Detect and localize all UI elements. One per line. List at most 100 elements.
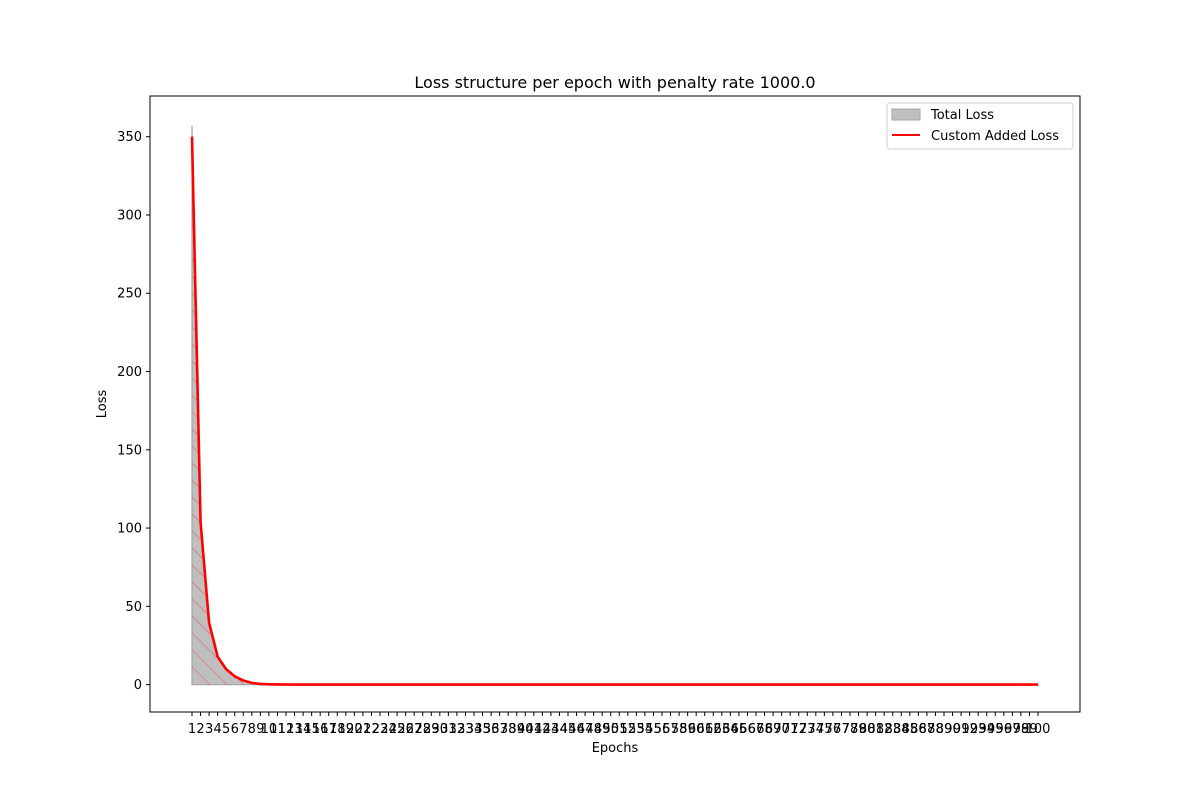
y-tick-label: 350 [117,130,142,145]
x-tick-label: 50 [602,722,619,737]
x-tick-label: 12 [278,722,295,737]
x-tick-label: 82 [876,722,893,737]
x-tick-label: 87 [919,722,936,737]
x-tick-label: 25 [389,722,406,737]
x-tick-label: 58 [671,722,688,737]
x-tick-label: 23 [372,722,389,737]
x-tick-label: 29 [423,722,440,737]
x-tick-label: 53 [628,722,645,737]
total-loss-hatch [192,125,1038,685]
x-tick-label: 83 [884,722,901,737]
x-tick-label: 97 [1004,722,1021,737]
x-tick-label: 94 [978,722,995,737]
x-tick-label: 41 [526,722,543,737]
x-tick-label: 20 [346,722,363,737]
x-tick-label: 54 [637,722,654,737]
legend: Total Loss Custom Added Loss [886,102,1074,150]
x-tick-label: 49 [594,722,611,737]
x-tick-label: 77 [833,722,850,737]
x-tick-label: 47 [577,722,594,737]
legend-box [886,102,1074,150]
x-tick-label: 31 [440,722,457,737]
x-tick-label: 1 [188,722,196,737]
x-tick-label: 84 [893,722,910,737]
x-tick-label: 9 [256,722,264,737]
x-tick-label: 57 [662,722,679,737]
chart-title: Loss structure per epoch with penalty ra… [414,73,815,92]
x-tick-label: 5 [222,722,230,737]
x-tick-label: 88 [927,722,944,737]
x-tick-label: 55 [645,722,662,737]
x-tick-label: 26 [397,722,414,737]
x-tick-label: 59 [679,722,696,737]
x-tick-label: 43 [543,722,560,737]
x-tick-label: 11 [269,722,286,737]
legend-label-total-loss: Total Loss [930,108,994,123]
x-tick-label: 92 [961,722,978,737]
x-axis-label: Epochs [592,741,639,756]
total-loss-area [191,125,1039,686]
x-tick-label: 73 [799,722,816,737]
x-tick-label: 64 [722,722,739,737]
y-tick-label: 50 [125,600,142,615]
x-tick-label: 91 [953,722,970,737]
x-tick-label: 81 [867,722,884,737]
x-tick-label: 8 [248,722,256,737]
x-tick-label: 95 [987,722,1004,737]
y-axis-label: Loss [95,390,110,419]
x-tick-label: 34 [466,722,483,737]
x-tick-label: 69 [765,722,782,737]
x-tick-label: 33 [457,722,474,737]
x-tick-label: 48 [585,722,602,737]
x-tick-label: 37 [491,722,508,737]
legend-swatch-total-loss [891,108,921,121]
x-tick-label: 63 [714,722,731,737]
x-tick-label: 85 [902,722,919,737]
y-tick-label: 150 [117,443,142,458]
x-axis: 1 2 3 4 5 6 7 8 91011121314151617181920212223242… [188,712,1050,737]
x-tick-label: 32 [449,722,466,737]
x-tick-label: 70 [773,722,790,737]
x-tick-label: 78 [842,722,859,737]
x-tick-label: 35 [474,722,491,737]
x-tick-label: 28 [414,722,431,737]
x-tick-label: 42 [534,722,551,737]
y-tick-label: 250 [117,287,142,302]
x-tick-label: 65 [731,722,748,737]
x-tick-label: 13 [286,722,303,737]
x-tick-label: 30 [432,722,449,737]
x-tick-label: 75 [816,722,833,737]
x-tick-label: 19 [338,722,355,737]
x-tick-label: 27 [406,722,423,737]
x-tick-label: 79 [850,722,867,737]
x-tick-label: 67 [748,722,765,737]
x-tick-label: 21 [355,722,372,737]
y-tick-label: 0 [134,678,142,693]
x-tick-label: 56 [654,722,671,737]
y-axis: 0 50 100 150 200 250 300 350 [117,130,150,693]
y-tick-label: 200 [117,365,142,380]
x-tick-label: 99 [1021,722,1038,737]
x-tick-label: 90 [944,722,961,737]
x-tick-label: 24 [380,722,397,737]
x-tick-label: 80 [859,722,876,737]
x-tick-label: 6 [231,722,239,737]
x-tick-label: 68 [756,722,773,737]
x-tick-label: 7 [239,722,247,737]
x-tick-label: 15 [303,722,320,737]
x-tick-label: 60 [688,722,705,737]
x-tick-label: 98 [1013,722,1030,737]
x-tick-label: 36 [483,722,500,737]
x-tick-label: 18 [329,722,346,737]
x-tick-label: 93 [970,722,987,737]
x-tick-label: 4 [213,722,221,737]
x-tick-label: 62 [705,722,722,737]
plot-frame [149,95,1081,713]
x-tick-label: 86 [910,722,927,737]
x-tick-label: 22 [363,722,380,737]
x-tick-label: 51 [611,722,628,737]
x-tick-label: 66 [739,722,756,737]
x-tick-label: 39 [508,722,525,737]
x-tick-label: 44 [551,722,568,737]
x-tick-label: 40 [517,722,534,737]
